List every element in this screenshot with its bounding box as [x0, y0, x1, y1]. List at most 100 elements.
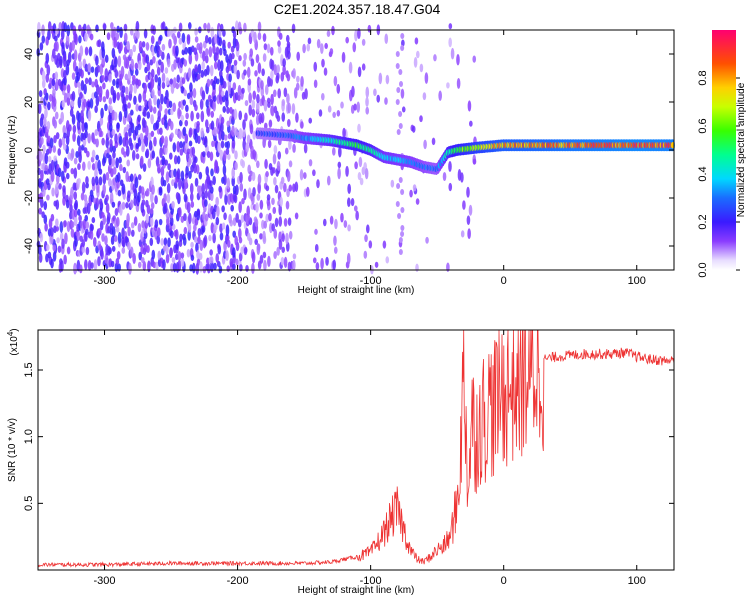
spectrogram-noise-cell	[133, 95, 137, 105]
spectrogram-noise-cell	[286, 93, 290, 104]
spectrogram-noise-cell	[114, 56, 118, 68]
spectrogram-noise-cell	[148, 140, 153, 151]
spectrogram-noise-cell	[166, 28, 171, 38]
spectrogram-noise-cell	[233, 194, 238, 204]
spectrogram-noise-cell	[82, 161, 86, 171]
spectrogram-noise-cell	[55, 41, 59, 52]
spectrogram-noise-cell	[286, 41, 291, 49]
spectrogram-noise-cell	[134, 68, 139, 76]
spectrogram-noise-cell	[281, 99, 286, 107]
spectrogram-noise-cell	[257, 173, 262, 185]
spectrogram-noise-cell	[199, 42, 203, 51]
snr-background	[38, 330, 674, 570]
spectrogram-noise-cell	[235, 184, 239, 196]
spectrogram-noise-cell	[152, 55, 156, 64]
snr-scale-suffix: )	[9, 328, 20, 331]
spectrogram-noise-cell	[177, 251, 182, 262]
spectrogram-noise-cell	[136, 29, 140, 40]
spectrogram-noise-cell	[261, 68, 265, 77]
spectrogram-noise-cell	[231, 125, 235, 138]
spectrogram-noise-cell	[110, 168, 114, 178]
spectrogram-x-tick-label: -100	[360, 275, 382, 287]
spectrogram-noise-cell	[327, 105, 332, 113]
spectrogram-noise-cell	[238, 26, 243, 35]
spectrogram-noise-cell	[252, 149, 257, 160]
spectrogram-noise-cell	[225, 234, 230, 241]
spectrogram-noise-cell	[262, 235, 267, 245]
spectrogram-noise-cell	[42, 144, 46, 154]
spectrogram-noise-cell	[211, 140, 215, 148]
spectrogram-noise-cell	[460, 230, 465, 238]
spectrogram-noise-cell	[187, 67, 192, 79]
spectrogram-noise-cell	[118, 111, 123, 123]
spectrogram-noise-cell	[63, 220, 67, 228]
spectrogram-noise-cell	[138, 105, 142, 112]
spectrogram-noise-cell	[217, 59, 221, 71]
spectrogram-noise-cell	[52, 88, 56, 98]
spectrogram-noise-cell	[468, 204, 473, 216]
spectrogram-noise-cell	[188, 140, 193, 147]
spectrogram-noise-cell	[220, 140, 225, 149]
spectrogram-streak-cell	[396, 87, 401, 93]
spectrogram-noise-cell	[233, 59, 238, 66]
spectrogram-noise-cell	[326, 30, 331, 37]
spectrogram-noise-cell	[45, 73, 50, 83]
spectrogram-noise-cell	[325, 256, 329, 266]
spectrogram-noise-cell	[234, 235, 239, 246]
spectrogram-noise-cell	[277, 40, 281, 47]
spectrogram-noise-cell	[119, 41, 123, 52]
spectrogram-noise-cell	[267, 255, 271, 268]
spectrogram-noise-cell	[273, 228, 278, 239]
spectrogram-noise-cell	[215, 196, 219, 207]
spectrogram-noise-cell	[125, 94, 129, 101]
spectrogram-noise-cell	[108, 97, 113, 105]
spectrogram-noise-cell	[353, 103, 357, 111]
spectrogram-noise-cell	[357, 172, 362, 181]
spectrogram-noise-cell	[106, 147, 111, 154]
spectrogram-noise-cell	[169, 247, 173, 257]
spectrogram-noise-cell	[287, 118, 291, 128]
spectrogram-noise-cell	[160, 166, 165, 177]
spectrogram-noise-cell	[276, 72, 280, 81]
spectrogram-noise-cell	[149, 207, 154, 215]
spectrogram-noise-cell	[135, 103, 140, 112]
spectrogram-noise-cell	[246, 232, 251, 241]
spectrogram-noise-cell	[234, 150, 238, 160]
spectrogram-noise-cell	[114, 69, 119, 79]
spectrogram-noise-cell	[285, 200, 290, 210]
spectrogram-noise-cell	[168, 152, 173, 160]
spectrogram-noise-cell	[334, 218, 338, 230]
spectrogram-noise-cell	[163, 113, 168, 121]
spectrogram-noise-cell	[54, 111, 59, 120]
spectrogram-noise-cell	[331, 25, 335, 36]
spectrogram-noise-cell	[256, 93, 260, 104]
spectrogram-noise-cell	[266, 194, 271, 201]
spectrogram-noise-cell	[446, 82, 450, 89]
spectrogram-noise-cell	[157, 250, 162, 260]
spectrogram-noise-cell	[204, 34, 209, 44]
snr-series-line	[37, 329, 675, 568]
spectrogram-noise-cell	[281, 246, 286, 253]
spectrogram-noise-cell	[373, 88, 377, 97]
spectrogram-noise-cell	[62, 143, 67, 151]
spectrogram-noise-cell	[413, 56, 418, 68]
spectrogram-noise-cell	[210, 110, 215, 118]
spectrogram-noise-cell	[190, 254, 195, 261]
spectrogram-noise-cell	[82, 218, 87, 230]
spectrogram-noise-cell	[248, 92, 252, 104]
spectrogram-noise-cell	[164, 67, 169, 74]
spectrogram-noise-cell	[121, 247, 126, 254]
spectrogram-noise-cell	[466, 186, 470, 198]
spectrogram-noise-cell	[105, 202, 110, 214]
spectrogram-noise-cell	[95, 55, 99, 66]
spectrogram-noise-cell	[390, 179, 395, 188]
spectrogram-noise-cell	[315, 262, 320, 271]
spectrogram-noise-cell	[127, 112, 132, 122]
spectrogram-noise-cell	[145, 54, 150, 64]
spectrogram-noise-cell	[91, 176, 96, 187]
spectrogram-noise-cell	[47, 101, 51, 111]
spectrogram-noise-cell	[160, 135, 165, 144]
spectrogram-noise-cell	[66, 84, 71, 94]
spectrogram-noise-cell	[247, 78, 252, 86]
spectrogram-noise-cell	[200, 127, 204, 138]
